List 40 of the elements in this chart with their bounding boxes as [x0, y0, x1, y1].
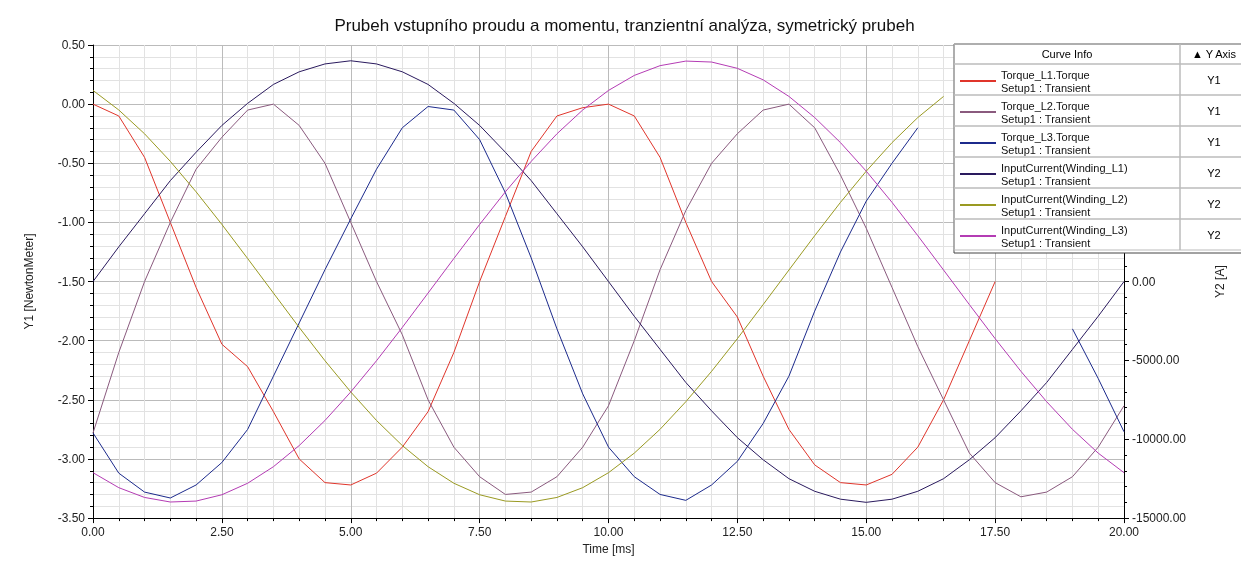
text: Y1: [1207, 73, 1221, 86]
y-tick-label: 0.50: [61, 38, 86, 52]
x-tick-label: 5.00: [339, 525, 363, 540]
text: Y1: [1207, 135, 1221, 148]
y-tick-label: -3.50: [57, 511, 86, 526]
legend-label: Torque_L2.Torque Setup1 : Transient: [1001, 99, 1091, 125]
y-tick-label: 0.00: [61, 97, 86, 112]
legend-label: InputCurrent(Winding_L1) Setup1 : Transient: [1001, 161, 1128, 187]
x-tick-label: 2.50: [210, 525, 234, 540]
y2-tick-label: 0.00: [1132, 274, 1156, 289]
x-tick-label: 10.00: [593, 525, 624, 540]
y2-tick-label: -15000.00: [1132, 511, 1187, 526]
text: ▲ Y Axis: [1191, 48, 1237, 60]
y-tick-label: -2.50: [57, 392, 86, 407]
legend-label: InputCurrent(Winding_L3) Setup1 : Transient: [1001, 223, 1128, 249]
x-tick-label: 20.00: [1108, 525, 1140, 540]
y-axis-title: Y1 [NewtonMeter]: [22, 233, 36, 330]
y2-tick-label: -5000.00: [1132, 353, 1180, 368]
legend-label: InputCurrent(Winding_L2) Setup1 : Transient: [1001, 192, 1128, 218]
x-tick-label: 12.50: [722, 525, 753, 540]
y2-tick-label: -10000.00: [1132, 432, 1187, 447]
legend-label: Torque_L1.Torque Setup1 : Transient: [1001, 68, 1091, 94]
y-tick-label: -0.50: [57, 156, 86, 171]
y-tick-label: -1.50: [57, 274, 86, 289]
y2-axis-title: Y2 [A]: [1213, 265, 1227, 298]
text: Y2: [1207, 197, 1221, 210]
x-axis-title: Time [ms]: [582, 542, 635, 556]
chart-title: Prubeh vstupního proudu a momentu, tranzientní analýza, symetrický prubeh: [334, 16, 915, 35]
text: Y1: [1207, 104, 1221, 117]
legend-title: Curve Info: [1041, 48, 1093, 60]
x-tick-label: 7.50: [467, 525, 492, 540]
x-tick-label: 0.00: [81, 525, 105, 540]
text: Y2: [1207, 166, 1221, 179]
y-tick-label: -1.00: [57, 215, 86, 230]
x-tick-label: 17.50: [980, 525, 1011, 540]
text: Y2: [1207, 228, 1221, 241]
y-tick-label: -2.00: [57, 333, 86, 348]
y-tick-label: -3.00: [57, 451, 86, 466]
x-tick-label: 15.00: [851, 525, 882, 540]
legend-label: Torque_L3.Torque Setup1 : Transient: [1001, 130, 1091, 156]
